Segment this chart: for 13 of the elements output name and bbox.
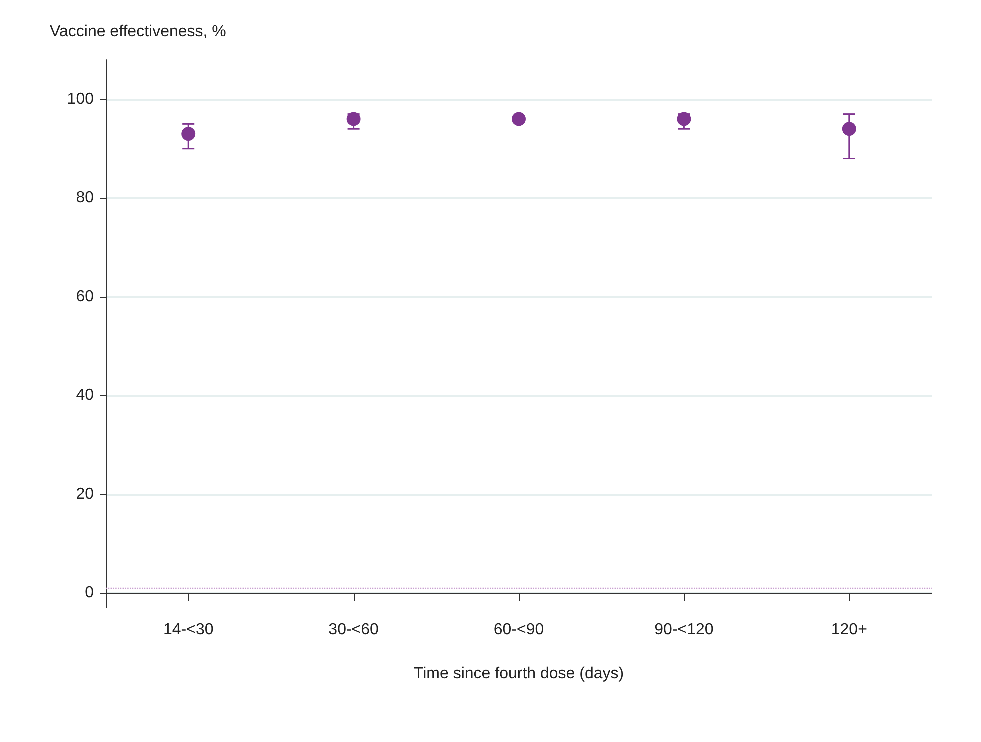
y-tick-label: 80	[76, 190, 94, 207]
x-tick-label: 120+	[831, 622, 868, 638]
x-tick-label: 14-<30	[163, 622, 214, 638]
x-axis-title: Time since fourth dose (days)	[414, 666, 624, 682]
x-tick-label: 30-<60	[328, 622, 380, 638]
x-tick-label: 90-<120	[654, 622, 714, 638]
x-tick-label: 60-<90	[494, 622, 544, 638]
y-tick-label: 100	[67, 90, 94, 108]
y-tick-label: 40	[76, 387, 94, 404]
y-tick-label: 60	[76, 288, 94, 306]
y-tick-label: 20	[76, 486, 94, 503]
y-tick-label: 0	[85, 584, 94, 602]
y-axis-title: Vaccine effectiveness, %	[50, 24, 226, 40]
